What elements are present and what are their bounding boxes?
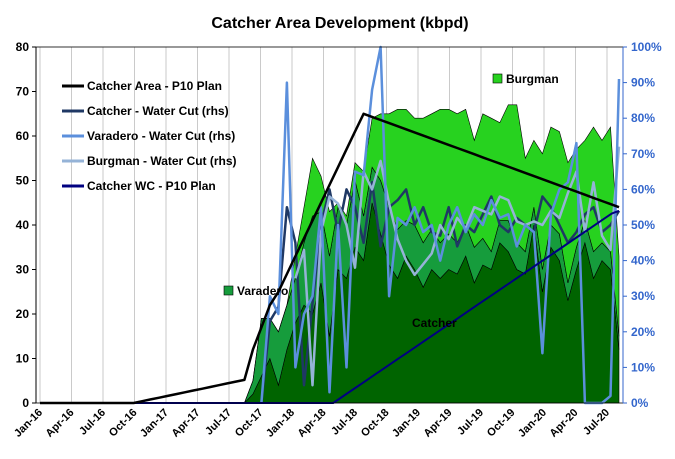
legend-item-varadero-wc: Varadero - Water Cut (rhs): [62, 129, 235, 143]
y2-tick-label: 100%: [631, 40, 662, 54]
x-tick-label: Jul-20: [581, 407, 612, 438]
y2-tick-label: 30%: [631, 289, 655, 303]
x-tick-label: Apr-20: [547, 407, 580, 440]
y-tick-label: 30: [16, 263, 30, 277]
y-tick-label: 80: [16, 40, 30, 54]
y2-tick-label: 50%: [631, 218, 655, 232]
y2-tick-label: 10%: [631, 360, 655, 374]
x-tick-label: Oct-16: [107, 407, 140, 440]
y-tick-label: 20: [16, 307, 30, 321]
chart-title: Catcher Area Development (kbpd): [211, 15, 468, 32]
x-tick-label: Jan-20: [516, 407, 549, 440]
svg-text:Varadero - Water Cut (rhs): Varadero - Water Cut (rhs): [87, 129, 235, 143]
svg-text:Varadero: Varadero: [237, 284, 288, 298]
x-tick-label: Apr-19: [421, 407, 454, 440]
y-tick-label: 10: [16, 352, 30, 366]
y2-tick-label: 70%: [631, 147, 655, 161]
y2-tick-label: 80%: [631, 111, 655, 125]
x-tick-label: Apr-18: [295, 407, 328, 440]
stacked-areas: [40, 104, 620, 404]
x-tick-label: Jan-17: [138, 407, 171, 440]
x-tick-label: Oct-18: [359, 407, 392, 440]
varadero-wc-line: [260, 45, 621, 405]
x-tick-label: Oct-17: [233, 407, 266, 440]
y2-tick-label: 0%: [631, 396, 649, 410]
x-tick-label: Jan-18: [264, 407, 297, 440]
y-tick-label: 50: [16, 174, 30, 188]
x-tick-label: Jul-19: [455, 407, 486, 438]
legend-item-burgman-wc: Burgman - Water Cut (rhs): [62, 154, 237, 168]
x-tick-label: Jul-16: [77, 407, 108, 438]
legend-item-plan: Catcher Area - P10 Plan: [62, 79, 222, 93]
svg-text:Catcher WC - P10 Plan: Catcher WC - P10 Plan: [87, 179, 216, 193]
x-tick-label: Jul-17: [203, 407, 234, 438]
legend-item-catcher-wc: Catcher - Water Cut (rhs): [62, 104, 229, 118]
y2-tick-label: 90%: [631, 76, 655, 90]
right-axis-ticks: 0% 10% 20% 30% 40% 50% 60% 70% 80% 90% 100%: [623, 40, 662, 410]
x-tick-label: Jan-19: [390, 407, 423, 440]
plan-line: [40, 112, 620, 405]
legend-item-wc-plan: Catcher WC - P10 Plan: [62, 179, 216, 193]
svg-text:Burgman: Burgman: [506, 72, 559, 86]
y-tick-label: 70: [16, 85, 30, 99]
y2-tick-label: 20%: [631, 325, 655, 339]
legend: Catcher Area - P10 Plan Catcher - Water …: [62, 79, 237, 193]
left-axis-ticks: 0 10 20 30 40 50 60 70 80: [16, 40, 36, 410]
x-tick-label: Oct-19: [485, 407, 518, 440]
burgman-wc-line: [294, 146, 621, 387]
burgman-label: Burgman: [492, 72, 559, 86]
y2-tick-label: 60%: [631, 182, 655, 196]
y-tick-label: 0: [22, 396, 29, 410]
x-tick-label: Jul-18: [329, 407, 360, 438]
y2-tick-label: 40%: [631, 254, 655, 268]
x-tick-label: Apr-16: [43, 407, 76, 440]
svg-text:Burgman - Water Cut (rhs): Burgman - Water Cut (rhs): [87, 154, 237, 168]
x-tick-label: Apr-17: [169, 407, 202, 440]
x-tick-label: Jan-16: [12, 407, 45, 440]
catcher-label: Catcher: [412, 316, 457, 330]
y-tick-label: 40: [16, 218, 30, 232]
y-tick-label: 60: [16, 129, 30, 143]
svg-text:Catcher - Water Cut (rhs): Catcher - Water Cut (rhs): [87, 104, 229, 118]
varadero-label: Varadero: [223, 284, 288, 298]
svg-text:Catcher Area - P10 Plan: Catcher Area - P10 Plan: [87, 79, 222, 93]
